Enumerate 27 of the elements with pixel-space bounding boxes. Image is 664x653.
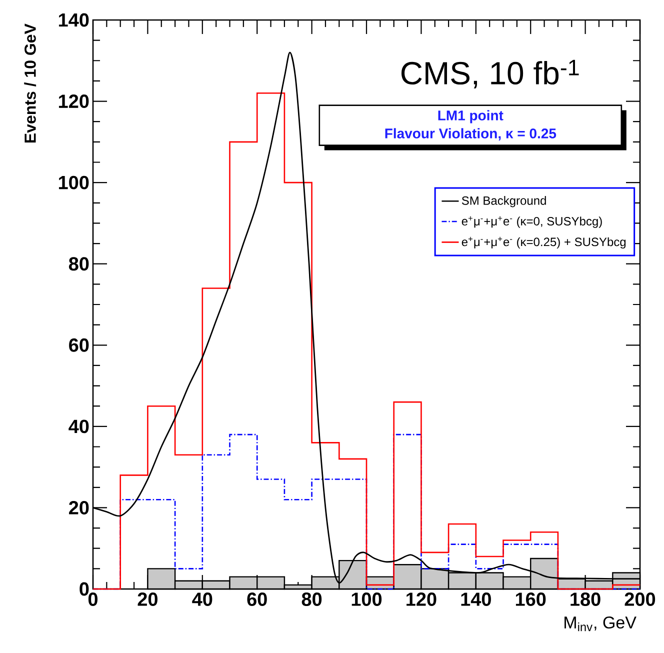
y-tick-label: 60 bbox=[69, 338, 89, 352]
y-tick-label: 120 bbox=[58, 94, 89, 108]
x-tick-label: 40 bbox=[192, 592, 212, 606]
x-tick-label: 120 bbox=[406, 592, 436, 606]
x-tick-label: 140 bbox=[461, 592, 491, 606]
x-tick-label: 160 bbox=[516, 592, 546, 606]
x-axis-title: M$_{inv}$, GeV bbox=[564, 616, 636, 632]
x-tick-label: 80 bbox=[302, 592, 322, 606]
text: e$^{+}$μ$^{-}$+μ$^{+}$e$^{-}$ (κ=0.25) + SUSYbcg bbox=[462, 236, 626, 249]
legend-label: SM Background bbox=[462, 196, 546, 208]
y-tick-label: 140 bbox=[58, 13, 89, 27]
annotation: Flavour Violation, κ = 0.25 bbox=[385, 128, 556, 140]
text: e$^{+}$μ$^{-}$+μ$^{+}$e$^{-}$ (κ=0, SUSYbcg) bbox=[462, 216, 602, 228]
x-tick-label: 180 bbox=[570, 592, 600, 606]
y-tick-label: 100 bbox=[58, 176, 89, 190]
annotation: CMS, 10 fb$^{-1}$ bbox=[401, 60, 579, 88]
x-tick-label: 100 bbox=[352, 592, 382, 606]
y-tick-label: 20 bbox=[69, 500, 89, 514]
y-tick-label: 0 bbox=[80, 582, 89, 596]
x-tick-label: 20 bbox=[138, 592, 158, 606]
y-tick-label: 40 bbox=[68, 420, 89, 434]
x-tick-label: 60 bbox=[247, 592, 267, 606]
x-tick-label: 200 bbox=[624, 592, 656, 606]
x-tick-label: 0 bbox=[88, 592, 98, 606]
y-axis-title: Events / 10 GeV bbox=[24, 24, 36, 142]
y-tick-label: 80 bbox=[68, 257, 89, 271]
annotation: LM1 point bbox=[438, 110, 504, 124]
